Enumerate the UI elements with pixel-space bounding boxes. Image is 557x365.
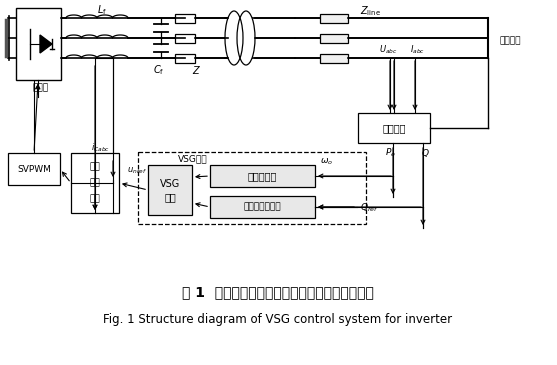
- Text: VSG算法: VSG算法: [178, 154, 208, 164]
- Text: 交流母线: 交流母线: [500, 36, 521, 46]
- Text: $C_\mathrm{f}$: $C_\mathrm{f}$: [153, 63, 165, 77]
- Bar: [320, 54, 348, 63]
- Bar: [320, 34, 348, 43]
- Text: 模型: 模型: [164, 192, 176, 202]
- Bar: [358, 113, 430, 143]
- Text: SVPWM: SVPWM: [17, 165, 51, 173]
- Text: 图 1  逆变器的虚拟同步发电机控制系统结构框图: 图 1 逆变器的虚拟同步发电机控制系统结构框图: [182, 285, 374, 299]
- Ellipse shape: [225, 11, 243, 65]
- Text: 双环: 双环: [90, 195, 100, 204]
- Text: $Z$: $Z$: [193, 64, 202, 76]
- Text: 逆变器: 逆变器: [33, 84, 49, 92]
- Text: $L_\mathrm{f}$: $L_\mathrm{f}$: [97, 3, 107, 17]
- Bar: [320, 14, 348, 23]
- Text: $Z_\mathrm{line}$: $Z_\mathrm{line}$: [360, 4, 380, 18]
- Text: $u_{nref}$: $u_{nref}$: [127, 166, 147, 176]
- Text: $i_{Cabc}$: $i_{Cabc}$: [91, 142, 110, 154]
- Bar: [210, 196, 315, 218]
- Ellipse shape: [237, 11, 255, 65]
- Bar: [175, 14, 195, 23]
- Bar: [175, 34, 195, 43]
- Text: 虚拟调速器: 虚拟调速器: [247, 171, 277, 181]
- Bar: [210, 165, 315, 187]
- Polygon shape: [40, 35, 52, 53]
- Bar: [16, 8, 61, 80]
- Text: VSG: VSG: [160, 179, 180, 189]
- Text: 功率计算: 功率计算: [382, 123, 405, 133]
- Text: $I_{abc}$: $I_{abc}$: [409, 44, 424, 56]
- Bar: [175, 54, 195, 63]
- Bar: [8, 153, 60, 185]
- Bar: [71, 153, 119, 213]
- Bar: [148, 165, 192, 215]
- Text: $\omega_o$: $\omega_o$: [320, 157, 333, 167]
- Text: Fig. 1 Structure diagram of VSG control system for inverter: Fig. 1 Structure diagram of VSG control …: [104, 314, 452, 327]
- Text: $U_{abc}$: $U_{abc}$: [379, 44, 397, 56]
- Bar: [138, 152, 366, 224]
- Text: 电压: 电压: [90, 162, 100, 172]
- Text: $Q$: $Q$: [421, 147, 429, 159]
- Text: 虚拟励磁控制器: 虚拟励磁控制器: [243, 203, 281, 211]
- Text: $P_e$: $P_e$: [385, 147, 397, 159]
- Text: $Q_{ref}$: $Q_{ref}$: [360, 202, 379, 214]
- Text: 电流: 电流: [90, 178, 100, 188]
